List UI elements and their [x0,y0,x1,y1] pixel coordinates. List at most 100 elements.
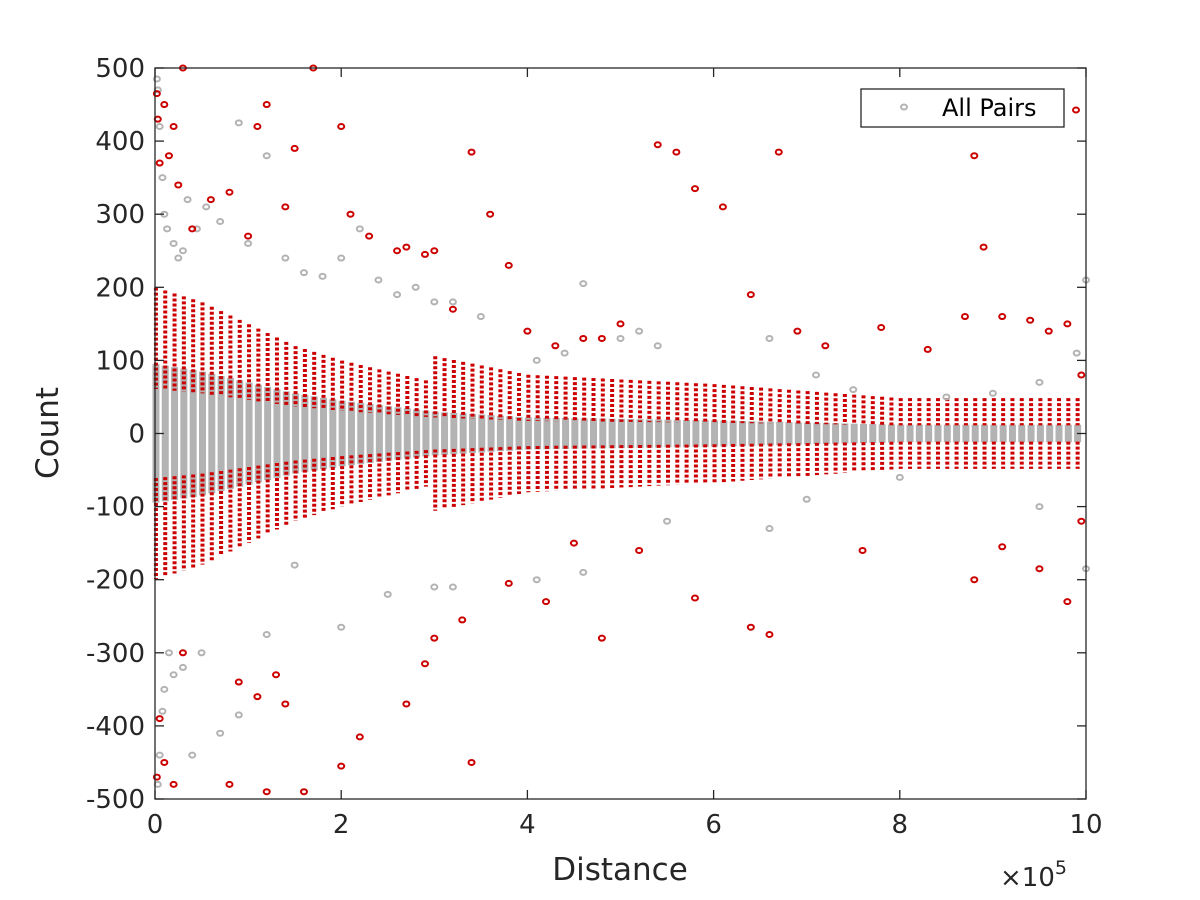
point-second-series [970,576,979,584]
point-second-series [653,141,662,149]
point-all-pairs [169,671,178,679]
point-second-series [616,320,625,328]
point-all-pairs [616,334,625,342]
point-all-pairs [663,517,672,525]
point-second-series [690,594,699,602]
point-second-series [923,345,932,353]
y-tick-label: 0 [128,420,145,450]
y-tick-label: -500 [86,785,145,815]
legend-box [860,88,1065,128]
point-all-pairs [216,218,225,226]
point-second-series [1026,316,1035,324]
point-second-series [579,334,588,342]
x-tick-label: 10 [1069,810,1102,840]
point-second-series [486,210,495,218]
point-all-pairs [299,269,308,277]
point-second-series [420,660,429,668]
point-all-pairs [178,663,187,671]
point-second-series [365,232,374,240]
x-axis-multiplier: ×105 [1000,857,1067,893]
point-all-pairs [234,711,243,719]
point-all-pairs [895,473,904,481]
point-second-series [430,634,439,642]
point-second-series [152,773,161,781]
point-second-series [690,185,699,193]
point-all-pairs [448,298,457,306]
point-second-series [793,327,802,335]
point-all-pairs [560,349,569,357]
point-all-pairs [849,386,858,394]
point-all-pairs [188,751,197,759]
point-all-pairs [281,254,290,262]
point-second-series [262,101,271,109]
x-axis-multiplier-base: ×10 [1000,863,1055,893]
point-second-series [402,243,411,251]
point-all-pairs [262,152,271,160]
point-second-series [597,334,606,342]
point-all-pairs [244,239,253,247]
point-all-pairs [532,576,541,584]
y-tick-label: 300 [95,200,145,230]
point-all-pairs [765,525,774,533]
point-second-series [253,122,262,130]
point-all-pairs [393,291,402,299]
point-all-pairs [152,75,161,83]
y-tick-label: -400 [86,712,145,742]
point-second-series [858,546,867,554]
point-all-pairs [942,393,951,401]
point-all-pairs [183,196,192,204]
point-all-pairs [337,254,346,262]
point-second-series [504,261,513,269]
y-tick-label: 500 [95,54,145,84]
y-tick-label: -100 [86,493,145,523]
point-second-series [299,788,308,796]
point-all-pairs [988,389,997,397]
point-second-series [346,210,355,218]
point-all-pairs [430,583,439,591]
point-all-pairs [192,225,201,233]
density-bands [152,287,1082,580]
point-second-series [1077,371,1086,379]
point-all-pairs [158,174,167,182]
point-second-series [337,762,346,770]
point-second-series [448,305,457,313]
point-second-series [542,598,551,606]
point-second-series [355,733,364,741]
point-second-series [467,148,476,156]
point-second-series [877,324,886,332]
point-second-series [262,788,271,796]
point-all-pairs [383,590,392,598]
point-all-pairs [765,334,774,342]
point-second-series [281,203,290,211]
x-axis-multiplier-exponent: 5 [1055,857,1067,879]
point-all-pairs [178,247,187,255]
point-second-series [169,780,178,788]
point-all-pairs [160,685,169,693]
point-second-series [188,225,197,233]
point-second-series [458,616,467,624]
point-second-series [746,623,755,631]
point-all-pairs [430,298,439,306]
point-second-series [174,181,183,189]
point-second-series [152,90,161,98]
point-all-pairs [802,495,811,503]
point-second-series [998,543,1007,551]
point-all-pairs [234,119,243,127]
point-second-series [155,159,164,167]
x-tick-label: 8 [892,810,909,840]
point-second-series [169,122,178,130]
point-second-series [672,148,681,156]
point-second-series [337,122,346,130]
point-second-series [155,715,164,723]
point-second-series [225,188,234,196]
point-all-pairs [476,313,485,321]
point-all-pairs [202,203,211,211]
point-second-series [160,101,169,109]
point-all-pairs [532,356,541,364]
point-second-series [430,247,439,255]
point-all-pairs [1035,503,1044,511]
point-second-series [178,649,187,657]
x-tick-label: 2 [333,810,350,840]
point-second-series [635,546,644,554]
point-all-pairs [155,122,164,130]
